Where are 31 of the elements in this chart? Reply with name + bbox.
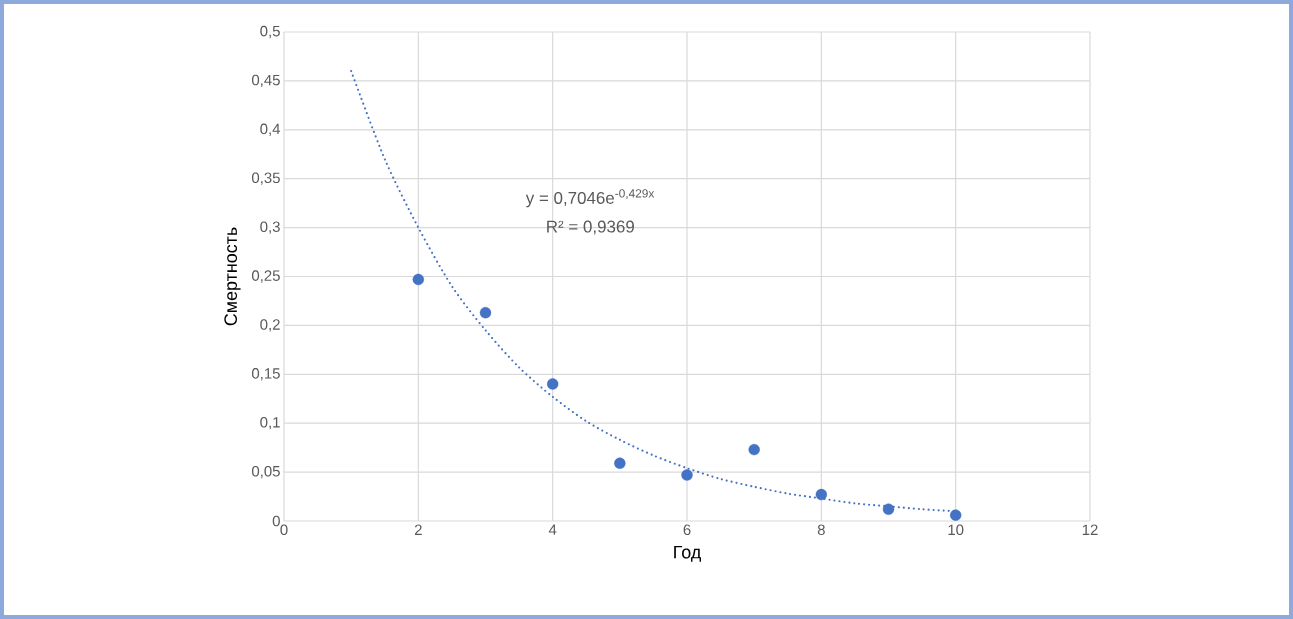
y-tick-label: 0,4 xyxy=(260,123,281,136)
x-tick-label: 2 xyxy=(414,524,422,535)
y-tick-label: 0,1 xyxy=(260,417,280,430)
y-tick-label: 0 xyxy=(272,515,280,527)
point xyxy=(950,509,962,521)
y-tick-label: 0,35 xyxy=(251,172,280,185)
annotation: R² = 0,9369 xyxy=(547,220,634,235)
point xyxy=(748,443,760,456)
x-axis-title: Год xyxy=(674,545,701,562)
y-tick-label: 0,05 xyxy=(251,465,280,479)
annotation: y = 0,7046e$^{-0,429x}$ xyxy=(525,189,655,208)
point xyxy=(882,503,895,515)
x-tick-label: 12 xyxy=(1082,524,1098,535)
y-axis-title: Смертность xyxy=(224,227,241,326)
y-tick-label: 0,25 xyxy=(251,270,280,283)
x-tick-label: 6 xyxy=(683,524,691,536)
y-tick-label: 0,3 xyxy=(260,221,280,234)
x-tick-label: 10 xyxy=(948,524,964,536)
y-tick-label: 0,5 xyxy=(260,25,280,39)
y-tick-label: 0,15 xyxy=(251,368,280,381)
point xyxy=(479,307,492,319)
x-tick-label: 0 xyxy=(280,524,288,536)
point xyxy=(681,469,693,481)
y-tick-label: 0,45 xyxy=(251,74,280,88)
point xyxy=(614,457,626,469)
point xyxy=(412,273,425,286)
point xyxy=(547,378,559,390)
x-tick-label: 8 xyxy=(817,524,825,536)
x-tick-label: 4 xyxy=(548,524,557,535)
y-tick-label: 0,2 xyxy=(260,319,280,332)
point xyxy=(815,488,828,501)
